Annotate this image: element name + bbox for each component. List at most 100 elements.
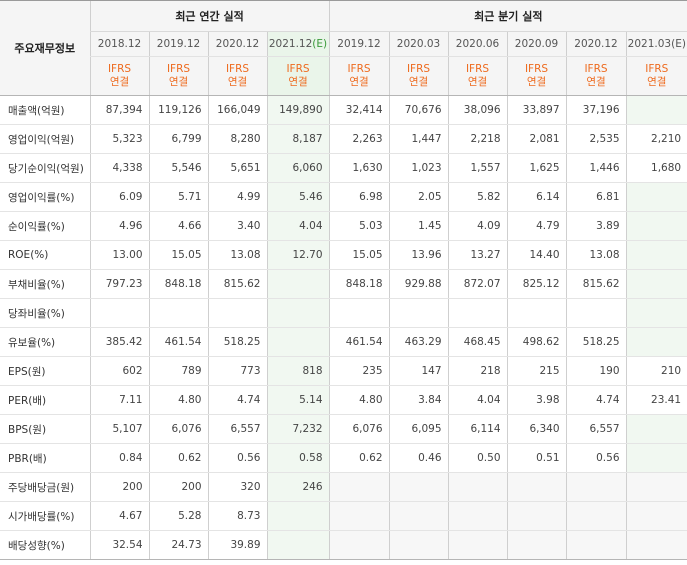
basis-standard: IFRS bbox=[406, 63, 431, 75]
quarterly-value-cell: 15.05 bbox=[328, 240, 390, 270]
quarterly-value-cell bbox=[328, 501, 390, 531]
quarterly-estimate-cell bbox=[625, 414, 687, 444]
table-row: 영업이익(억원) 5,323 6,799 8,280 8,187 2,263 1,447 2,… bbox=[0, 124, 687, 154]
quarterly-value-cell: 0.51 bbox=[506, 443, 567, 473]
quarterly-value-cell: 463.29 bbox=[388, 327, 449, 357]
quarterly-value-cell: 1,023 bbox=[388, 153, 449, 183]
ifrs-consolidated-basis: IFRS 연결 bbox=[207, 56, 267, 96]
quarterly-value-cell: 0.50 bbox=[447, 443, 508, 473]
annual-estimate-cell: 4.04 bbox=[266, 211, 330, 241]
quarterly-value-cell: 4.74 bbox=[565, 385, 627, 415]
row-label: BPS(원) bbox=[0, 414, 90, 444]
quarterly-value-cell bbox=[388, 530, 449, 560]
annual-value-cell: 13.08 bbox=[207, 240, 267, 270]
annual-estimate-cell bbox=[266, 298, 330, 328]
annual-value-cell: 13.00 bbox=[89, 240, 149, 270]
annual-value-cell: 320 bbox=[207, 472, 267, 502]
quarterly-estimate-cell: 1,680 bbox=[625, 153, 687, 183]
annual-value-cell: 518.25 bbox=[207, 327, 267, 357]
quarterly-value-cell: 13.96 bbox=[388, 240, 449, 270]
row-label: PBR(배) bbox=[0, 443, 90, 473]
annual-value-cell: 4.99 bbox=[207, 182, 267, 212]
quarterly-value-cell: 518.25 bbox=[565, 327, 627, 357]
quarterly-value-cell: 2.05 bbox=[388, 182, 449, 212]
basis-scope: 연결 bbox=[647, 76, 667, 88]
quarterly-estimate-cell bbox=[625, 269, 687, 299]
quarterly-value-cell bbox=[447, 298, 508, 328]
annual-value-cell: 6,557 bbox=[207, 414, 267, 444]
quarterly-value-cell: 929.88 bbox=[388, 269, 449, 299]
quarterly-value-cell: 13.27 bbox=[447, 240, 508, 270]
quarterly-value-cell: 3.84 bbox=[388, 385, 449, 415]
annual-value-cell: 4,338 bbox=[89, 153, 149, 183]
quarterly-period: 2021.03(E) bbox=[625, 31, 687, 57]
row-label: 매출액(억원) bbox=[0, 95, 90, 125]
annual-value-cell: 200 bbox=[148, 472, 208, 502]
annual-value-cell: 8,280 bbox=[207, 124, 267, 154]
quarterly-value-cell bbox=[447, 530, 508, 560]
quarterly-value-cell bbox=[328, 472, 390, 502]
quarterly-value-cell: 32,414 bbox=[328, 95, 390, 125]
basis-scope: 연결 bbox=[586, 76, 606, 88]
annual-value-cell: 602 bbox=[89, 356, 149, 386]
row-label: 주당배당금(원) bbox=[0, 472, 90, 502]
quarterly-estimate-cell bbox=[625, 95, 687, 125]
quarterly-value-cell: 6,340 bbox=[506, 414, 567, 444]
ifrs-consolidated-basis: IFRS 연결 bbox=[506, 56, 567, 96]
quarterly-value-cell: 3.98 bbox=[506, 385, 567, 415]
annual-value-cell bbox=[89, 298, 149, 328]
annual-value-cell: 4.67 bbox=[89, 501, 149, 531]
row-label: 배당성향(%) bbox=[0, 530, 90, 560]
quarterly-value-cell bbox=[388, 501, 449, 531]
annual-section-title: 최근 연간 실적 bbox=[89, 0, 330, 32]
quarterly-value-cell: 2,535 bbox=[565, 124, 627, 154]
quarterly-value-cell bbox=[328, 298, 390, 328]
basis-standard: IFRS bbox=[347, 63, 371, 75]
table-row: 영업이익률(%) 6.09 5.71 4.99 5.46 6.98 2.05 5.82 6.14… bbox=[0, 182, 687, 212]
quarterly-value-cell: 0.46 bbox=[388, 443, 449, 473]
ifrs-consolidated-basis: IFRS 연결 bbox=[565, 56, 627, 96]
quarterly-value-cell bbox=[506, 501, 567, 531]
quarterly-value-cell bbox=[388, 472, 449, 502]
basis-scope: 연결 bbox=[227, 76, 248, 88]
annual-period: 2020.12 bbox=[207, 31, 267, 57]
quarterly-value-cell: 4.80 bbox=[328, 385, 390, 415]
annual-estimate-cell: 818 bbox=[266, 356, 330, 386]
annual-value-cell: 5.71 bbox=[148, 182, 208, 212]
quarterly-value-cell: 218 bbox=[447, 356, 508, 386]
quarterly-value-cell: 6.98 bbox=[328, 182, 390, 212]
quarterly-estimate-cell bbox=[625, 211, 687, 241]
annual-value-cell: 848.18 bbox=[148, 269, 208, 299]
table-row: 당기순이익(억원) 4,338 5,546 5,651 6,060 1,630 1,023 1… bbox=[0, 153, 687, 183]
quarterly-value-cell: 5.82 bbox=[447, 182, 508, 212]
quarterly-section-title: 최근 분기 실적 bbox=[328, 0, 687, 32]
quarterly-estimate-cell bbox=[625, 240, 687, 270]
quarterly-value-cell: 825.12 bbox=[506, 269, 567, 299]
quarterly-value-cell: 235 bbox=[328, 356, 390, 386]
row-label: ROE(%) bbox=[0, 240, 90, 270]
annual-value-cell: 5.28 bbox=[148, 501, 208, 531]
table-row: 배당성향(%) 32.54 24.73 39.89 bbox=[0, 530, 687, 560]
quarterly-value-cell bbox=[565, 530, 627, 560]
ifrs-consolidated-basis: IFRS 연결 bbox=[388, 56, 449, 96]
quarterly-value-cell bbox=[565, 501, 627, 531]
row-label: PER(배) bbox=[0, 385, 90, 415]
quarterly-value-cell: 848.18 bbox=[328, 269, 390, 299]
annual-value-cell: 815.62 bbox=[207, 269, 267, 299]
basis-scope: 연결 bbox=[349, 76, 369, 88]
basis-standard: IFRS bbox=[524, 63, 549, 75]
quarterly-value-cell: 6,557 bbox=[565, 414, 627, 444]
quarterly-estimate-cell bbox=[625, 327, 687, 357]
quarterly-value-cell: 6.81 bbox=[565, 182, 627, 212]
basis-scope: 연결 bbox=[408, 76, 429, 88]
quarterly-value-cell: 14.40 bbox=[506, 240, 567, 270]
quarterly-value-cell: 1,625 bbox=[506, 153, 567, 183]
annual-value-cell: 0.62 bbox=[148, 443, 208, 473]
table-row: 당좌비율(%) bbox=[0, 298, 687, 328]
quarterly-value-cell: 4.04 bbox=[447, 385, 508, 415]
table-row: 매출액(억원) 87,394 119,126 166,049 149,890 32,414… bbox=[0, 95, 687, 125]
basis-scope: 연결 bbox=[467, 76, 488, 88]
table-row: 시가배당률(%) 4.67 5.28 8.73 bbox=[0, 501, 687, 531]
annual-value-cell: 797.23 bbox=[89, 269, 149, 299]
row-label: 당좌비율(%) bbox=[0, 298, 90, 328]
